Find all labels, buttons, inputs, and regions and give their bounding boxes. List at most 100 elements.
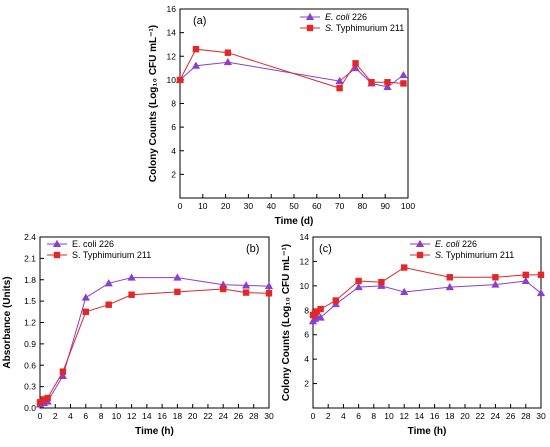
x-tick-label: 2 [53,411,58,421]
square-data-point [174,288,181,296]
x-tick-label: 12 [127,411,137,421]
x-tick-label: 26 [234,411,244,421]
x-tick-label: 70 [335,201,345,211]
square-data-point [492,274,499,281]
x-tick-label: 12 [399,411,409,421]
x-tick-label: 8 [99,411,104,421]
triangle-data-point [264,281,274,290]
x-tick-label: 20 [188,411,198,421]
x-tick-label: 22 [203,411,213,421]
square-data-point [220,285,227,293]
triangle-data-point [223,57,232,66]
chart-panel-c: 0 2 4 6 8 10 12 14 16 18 20 22 24 26 28 302468101214Tim… [281,232,546,437]
triangle-data-point [399,70,408,79]
square-data-point [368,79,375,86]
triangle-data-point [400,287,409,295]
y-tick-label: 10 [167,75,177,85]
legend-label: E. coli 226 [72,239,114,249]
legend-label-name: S. [435,250,444,260]
legend-label: S. Typhimurium 211 [325,23,404,33]
y-tick-label: 2.1 [24,253,36,263]
x-tick-label: 8 [371,411,376,421]
x-tick-label: 80 [358,201,368,211]
series-s-typhimurium-211 [309,264,545,319]
x-tick-label: 90 [380,201,390,211]
legend-label: S. Typhimurium 211 [72,250,151,260]
legend-label-strain: Typhimurium 211 [444,250,515,260]
x-tick-label: 22 [475,411,485,421]
x-tick-label: 0 [38,411,43,421]
y-tick-label: 0.6 [24,360,36,370]
x-tick-label: 60 [312,201,322,211]
square-data-point [82,308,90,316]
triangle-data-point [241,281,251,289]
x-tick-label: 14 [415,411,425,421]
square-data-point [400,264,408,271]
y-tick-label: 2 [304,379,309,389]
legend-label: E. coli 226 [435,239,477,249]
x-tick-label: 20 [221,201,231,211]
square-data-point [128,291,135,298]
y-tick-label: 14 [167,28,177,38]
x-axis-title: Time (d) [275,216,314,227]
y-axis-title: Absorbance (Units) [2,276,13,368]
square-data-point [355,277,362,285]
y-tick-label: 16 [167,4,177,14]
legend-label-strain: Typhimurium 211 [334,23,405,33]
legend-label-name: E. coli [435,239,461,249]
x-tick-label: 16 [157,411,167,421]
triangle-data-point [377,281,386,289]
x-tick-label: 30 [536,411,546,421]
chart-panel-a: 0 10 20 30 40 50 60 70 80 90 100 2 4 6 8 10 12 14 16 Time (… [148,4,415,227]
square-data-point [384,79,391,86]
legend-label-name: E. coli [325,12,351,22]
x-tick-label: 30 [264,411,274,421]
y-tick-label: 12 [300,256,310,266]
triangle-data-point [536,288,546,297]
x-axis-title: Time (h) [135,426,174,437]
y-axis-title: Colony Counts (Log₁₀ CFU mL⁻¹) [148,25,159,182]
x-tick-label: 4 [341,411,346,421]
y-tick-label: 2.4 [24,232,36,242]
x-tick-label: 40 [266,201,276,211]
legend-square-marker [53,251,61,259]
triangle-data-point [173,273,182,281]
panel-label: (a) [193,15,206,27]
y-tick-label: 1.2 [24,318,36,328]
legend-triangle-marker [52,239,62,247]
plot-frame [179,8,409,199]
square-data-point [332,297,339,304]
triangle-data-point [316,313,325,321]
legend-label-strain: 226 [350,12,368,22]
x-tick-label: 2 [326,411,331,421]
series-line [39,288,270,403]
square-data-point [224,49,232,56]
square-data-point [352,60,359,67]
x-tick-label: 6 [83,411,88,421]
series-s-typhimurium-211 [176,45,407,92]
panel-label: (c) [319,243,332,255]
square-data-point [537,271,545,279]
x-tick-label: 18 [173,411,183,421]
square-data-point [192,45,200,53]
y-tick-label: 4 [171,146,176,156]
legend-label-name: S. [325,23,334,33]
square-data-point [317,305,324,313]
x-tick-label: 26 [506,411,516,421]
legend-label-strain: 226 [460,239,478,249]
x-tick-label: 10 [198,201,208,211]
x-tick-label: 0 [311,411,316,421]
y-tick-label: 4 [304,354,309,364]
x-tick-label: 16 [430,411,440,421]
triangle-data-point [81,293,90,301]
series-s-typhimurium-211 [36,285,273,406]
square-data-point [522,271,530,279]
legend-triangle-marker [305,12,315,21]
legend-square-marker [306,24,314,32]
legend-label: E. coli 226 [325,12,367,22]
triangle-data-point [354,282,363,291]
